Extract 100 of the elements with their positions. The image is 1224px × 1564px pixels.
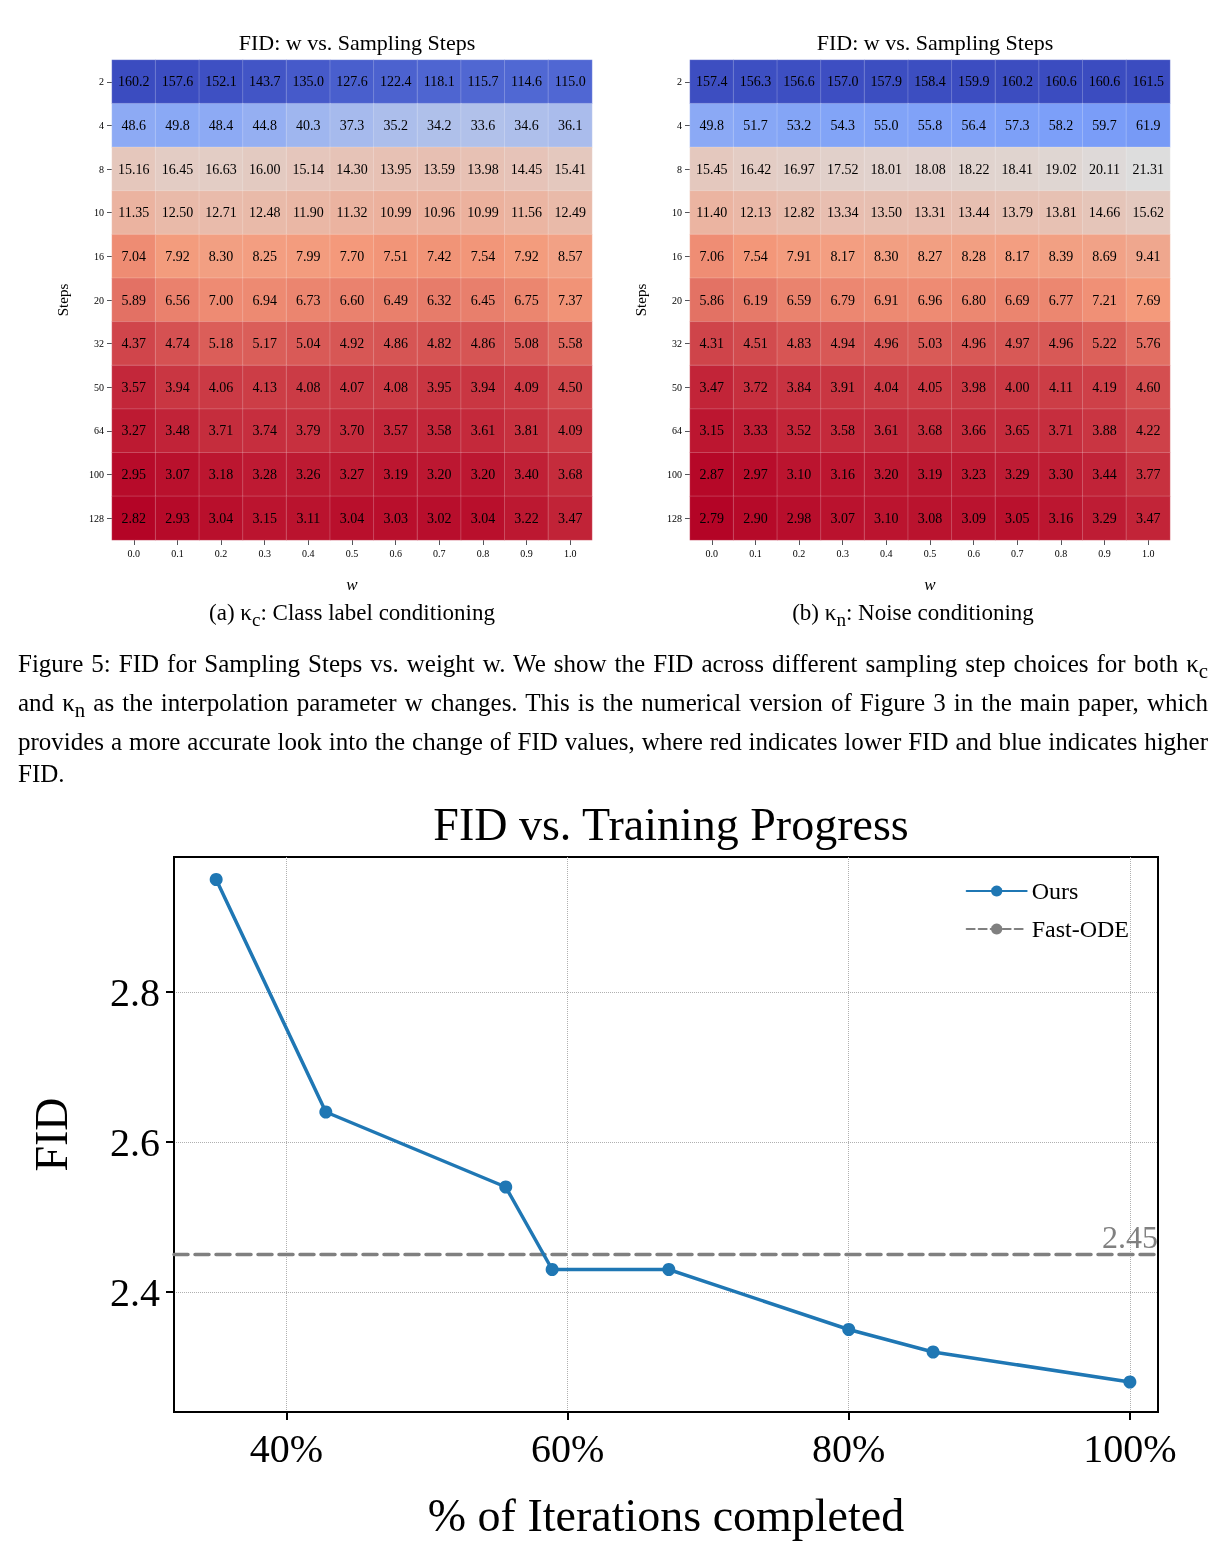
- x-tick-label: 1.0: [1141, 547, 1155, 559]
- y-axis-title: FID: [25, 1097, 77, 1172]
- x-tick-label: 0.8: [1054, 547, 1068, 559]
- data-label: 3.08: [917, 510, 943, 526]
- y-tick-label: 128: [89, 512, 104, 524]
- data-label: 157.0: [826, 74, 859, 90]
- data-label: 158.4: [914, 74, 946, 90]
- data-label: 3.05: [1005, 510, 1030, 526]
- x-tick-label: 100%: [1083, 1425, 1177, 1471]
- data-label: 4.51: [743, 336, 768, 352]
- data-label: 8.27: [917, 248, 943, 264]
- data-label: 8.28: [961, 248, 986, 264]
- data-label: 3.29: [1092, 510, 1117, 526]
- data-label: 2.93: [165, 510, 190, 526]
- data-label: 8.17: [1005, 248, 1030, 264]
- data-label: 5.76: [1135, 336, 1161, 352]
- data-label: 3.48: [165, 423, 190, 439]
- data-label: 3.16: [1048, 510, 1074, 526]
- y-tick-label: 32: [672, 338, 682, 350]
- data-label: 3.20: [427, 467, 452, 483]
- data-label: 3.57: [121, 379, 147, 395]
- data-label: 21.31: [1132, 161, 1164, 177]
- data-label: 3.66: [961, 423, 986, 439]
- data-label: 5.08: [514, 336, 539, 352]
- data-label: 160.6: [1045, 74, 1077, 90]
- data-label: 4.92: [339, 336, 365, 352]
- y-tick-label: 64: [94, 425, 104, 437]
- data-label: 14.30: [336, 161, 368, 177]
- data-label: 4.19: [1092, 379, 1117, 395]
- data-label: 4.74: [165, 336, 190, 352]
- x-tick-label: 0.9: [1098, 547, 1111, 559]
- y-axis-title: Steps: [54, 283, 71, 317]
- data-label: 3.16: [830, 467, 855, 483]
- data-label: 3.61: [470, 423, 496, 439]
- data-label: 2.98: [786, 510, 812, 526]
- data-label: 3.26: [296, 467, 321, 483]
- data-label: 8.25: [252, 248, 277, 264]
- data-label: 3.19: [917, 467, 943, 483]
- data-label: 3.28: [252, 467, 277, 483]
- data-label: 159.9: [957, 74, 990, 90]
- data-label: 3.30: [1048, 467, 1074, 483]
- y-tick-label: 2.8: [110, 969, 160, 1015]
- x-tick-label: 0.6: [389, 547, 402, 559]
- data-label: 4.09: [514, 379, 539, 395]
- point: [209, 873, 223, 886]
- data-label: 4.08: [383, 379, 408, 395]
- data-label: 3.10: [786, 467, 812, 483]
- y-tick-label: 10: [672, 207, 682, 219]
- data-label: 18.08: [914, 161, 946, 177]
- data-label: 3.23: [961, 467, 986, 483]
- data-label: 114.6: [511, 74, 543, 90]
- data-label: 2.79: [699, 510, 725, 526]
- data-label: 4.08: [296, 379, 321, 395]
- data-label: 55.0: [874, 117, 899, 133]
- data-label: 49.8: [165, 117, 190, 133]
- data-label: 3.94: [165, 379, 190, 395]
- x-tick-label: 80%: [812, 1425, 886, 1471]
- text: (a) κ$_{c}$: Class label conditioning: [208, 600, 496, 632]
- data-label: 156.6: [783, 74, 815, 90]
- data-label: 4.09: [557, 423, 583, 439]
- y-tick-label: 16: [94, 250, 104, 262]
- data-label: 8.17: [830, 248, 855, 264]
- data-label: 48.6: [121, 117, 147, 133]
- data-label: 11.56: [511, 205, 543, 221]
- data-label: 5.89: [121, 292, 147, 308]
- data-label: 3.20: [470, 467, 496, 483]
- data-label: 160.2: [118, 74, 150, 90]
- data-label: 5.03: [917, 336, 943, 352]
- x-tick-label: 0.6: [967, 547, 980, 559]
- x-tick-label: 0.2: [792, 547, 806, 559]
- point: [842, 1323, 856, 1336]
- data-label: 13.31: [914, 205, 946, 221]
- data-label: 18.22: [957, 161, 990, 177]
- data-label: 157.4: [696, 74, 728, 90]
- data-label: 51.7: [743, 117, 768, 133]
- data-label: 15.16: [118, 161, 150, 177]
- data-label: 6.19: [743, 292, 768, 308]
- data-label: 3.02: [427, 510, 452, 526]
- data-label: 4.86: [470, 336, 496, 352]
- y-tick-label: 20: [94, 294, 104, 306]
- data-label: 17.52: [826, 161, 859, 177]
- x-tick-label: 0.3: [258, 547, 271, 559]
- data-label: 3.95: [427, 379, 452, 395]
- data-label: 2.82: [121, 510, 147, 526]
- data-label: 7.54: [743, 248, 768, 264]
- y-tick-label: 2: [99, 76, 104, 88]
- point: [319, 1105, 333, 1119]
- data-label: 6.79: [830, 292, 855, 308]
- data-label: 3.20: [874, 467, 899, 483]
- point: [926, 1345, 940, 1359]
- data-label: 3.58: [830, 423, 855, 439]
- data-label: 3.47: [557, 510, 583, 526]
- data-label: 6.77: [1048, 292, 1074, 308]
- x-tick-label: 0.5: [923, 547, 937, 559]
- y-tick-label: 4: [99, 119, 104, 131]
- data-label: 3.27: [339, 467, 365, 483]
- data-label: 7.70: [339, 248, 365, 264]
- data-label: 3.47: [699, 379, 725, 395]
- data-label: 40.3: [296, 117, 321, 133]
- point: [1123, 1375, 1137, 1389]
